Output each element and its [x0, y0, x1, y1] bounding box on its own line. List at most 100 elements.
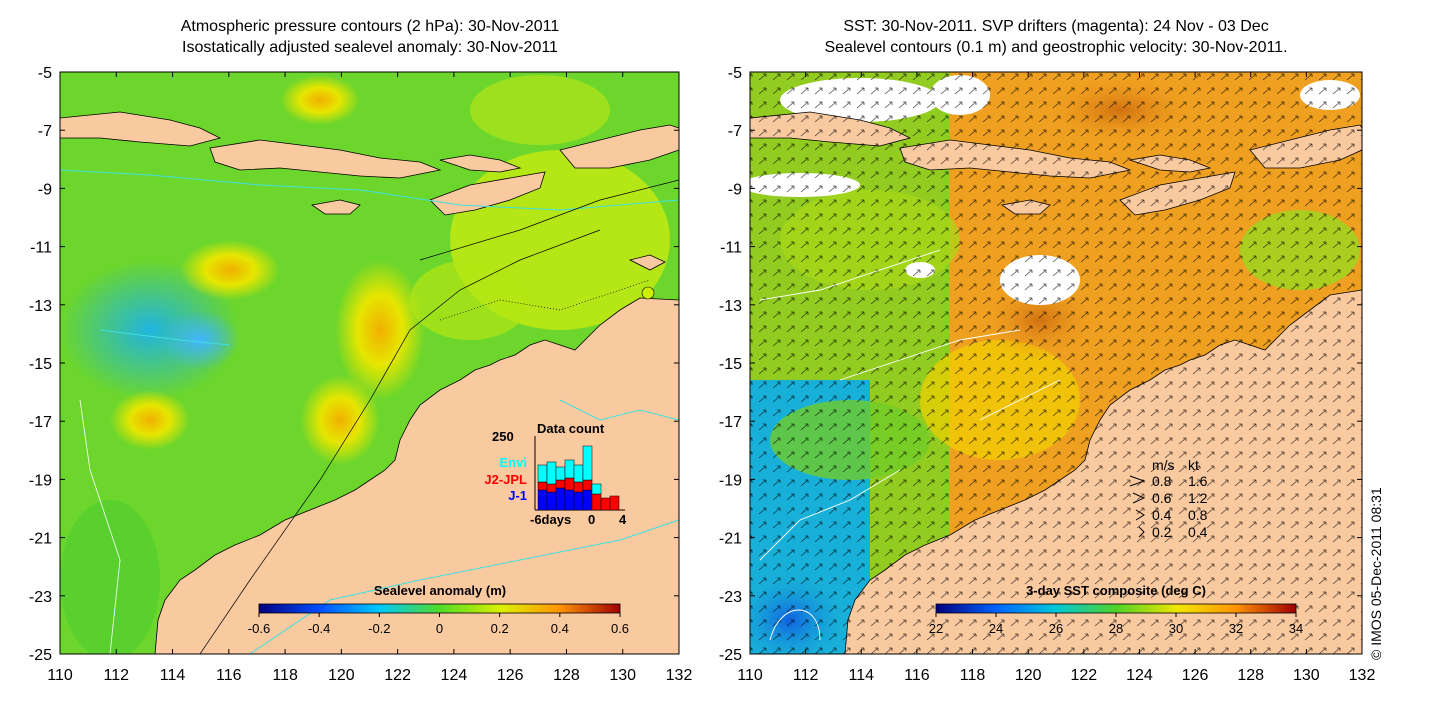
left-title-line2: Isostatically adjusted sealevel anomaly:…	[182, 39, 558, 56]
colorbar-tick-label: 0.4	[551, 621, 569, 636]
lon-tick-label: 116	[216, 667, 242, 684]
speed-arrow-icon	[1138, 526, 1145, 538]
legend-j2-jpl: J2-JPL	[484, 472, 527, 487]
lon-tick-label: 112	[793, 667, 819, 684]
lon-tick-label: 110	[47, 667, 73, 684]
left-title-line1: Atmospheric pressure contours (2 hPa): 3…	[180, 18, 560, 35]
lat-tick-label: -11	[720, 240, 742, 257]
speed-legend: m/s kt 0.8 1.60.6 1.20.4 0.80.2 0.4	[1129, 457, 1208, 540]
lat-tick-label: -9	[38, 181, 52, 198]
inset-x-tick-start: -6days	[530, 512, 571, 527]
right-map-title: SST: 30-Nov-2011. SVP drifters (magenta)…	[750, 16, 1362, 58]
lon-tick-label: 132	[1349, 667, 1376, 684]
lon-tick-label: 128	[1237, 667, 1264, 684]
lat-tick-label: -13	[719, 298, 742, 315]
sst-colorbar-label: 3-day SST composite (deg C)	[1026, 583, 1206, 598]
speed-arrow-icon	[1129, 475, 1146, 487]
lon-tick-label: 118	[272, 667, 298, 684]
lon-tick-label: 130	[609, 667, 636, 684]
lat-tick-label: -17	[719, 414, 742, 431]
lat-tick-label: -15	[29, 356, 52, 373]
lon-tick-label: 114	[160, 667, 186, 684]
colorbar-tick-label: 32	[1229, 621, 1243, 636]
sla-map-field	[60, 72, 679, 654]
colorbar-tick-label: 0	[436, 621, 443, 636]
lat-tick-label: -21	[29, 531, 52, 548]
speed-kt-value: 1.6	[1188, 473, 1208, 489]
sla-colorbar: Sealevel anomaly (m) -0.6 -0.4 -0.2 0 0.2 0.4…	[248, 583, 629, 636]
lat-tick-label: -25	[719, 647, 742, 664]
colorbar-tick-label: 0.2	[491, 621, 509, 636]
colorbar-tick-label: 24	[989, 621, 1003, 636]
inset-title: Data count	[537, 421, 605, 436]
colorbar-tick-label: 0.6	[611, 621, 629, 636]
lat-tick-label: -23	[719, 589, 742, 606]
lon-tick-label: 122	[384, 667, 411, 684]
lon-tick-label: 112	[104, 667, 130, 684]
colorbar-tick-label: -0.2	[368, 621, 390, 636]
speed-arrow-icon	[1135, 509, 1145, 521]
inset-x-tick-end: 4	[619, 512, 627, 527]
speed-kt-value: 1.2	[1188, 490, 1208, 506]
speed-ms-value: 0.4	[1152, 507, 1172, 523]
lat-tick-label: -19	[719, 472, 742, 489]
copyright-notice: © IMOS 05-Dec-2011 08:31	[1368, 487, 1384, 660]
speed-arrow-icon	[1132, 492, 1146, 504]
right-title-line1: SST: 30-Nov-2011. SVP drifters (magenta)…	[843, 18, 1269, 35]
legend-j1: J-1	[508, 488, 527, 503]
lon-tick-label: 110	[737, 667, 763, 684]
lon-tick-label: 132	[666, 667, 693, 684]
right-title-line2: Sealevel contours (0.1 m) and geostrophi…	[824, 39, 1288, 56]
lat-tick-label: -9	[728, 181, 742, 198]
speed-ms-value: 0.8	[1152, 473, 1172, 489]
lon-tick-label: 114	[849, 667, 875, 684]
colorbar-tick-label: 30	[1169, 621, 1183, 636]
inset-y-max: 250	[492, 429, 514, 444]
lon-tick-label: 116	[904, 667, 930, 684]
left-longitude-labels: 110 112 114 116 118 120 122 124 126 128 130 132	[47, 72, 692, 684]
legend-envi: Envi	[500, 455, 527, 470]
lon-tick-label: 120	[328, 667, 355, 684]
speed-kt-value: 0.8	[1188, 507, 1208, 523]
lat-tick-label: -13	[29, 298, 52, 315]
lat-tick-label: -19	[29, 472, 52, 489]
lat-tick-label: -7	[38, 123, 52, 140]
lat-tick-label: -7	[728, 123, 742, 140]
sst-colorbar: 3-day SST composite (deg C) 22 24 26 28 30 32…	[929, 583, 1303, 636]
lat-tick-label: -21	[719, 531, 742, 548]
speed-header-ms: m/s	[1152, 457, 1175, 473]
speed-ms-value: 0.2	[1152, 524, 1172, 540]
sst-map-field	[750, 72, 1362, 654]
lon-tick-label: 126	[1182, 667, 1209, 684]
speed-ms-value: 0.6	[1152, 490, 1172, 506]
colorbar-tick-label: 26	[1049, 621, 1063, 636]
speed-kt-value: 0.4	[1188, 524, 1208, 540]
colorbar-tick-label: -0.4	[308, 621, 330, 636]
lat-tick-label: -17	[29, 414, 52, 431]
right-longitude-labels: 110 112 114 116 118 120 122 124 126 128 130 132	[737, 72, 1375, 684]
lat-tick-label: -11	[30, 240, 52, 257]
lon-tick-label: 118	[960, 667, 986, 684]
left-latitude-labels: -5 -7 -9 -11 -13 -15 -17 -19 -21 -23 -25	[29, 65, 679, 664]
left-map-title: Atmospheric pressure contours (2 hPa): 3…	[60, 16, 680, 58]
lat-tick-label: -25	[29, 647, 52, 664]
lon-tick-label: 124	[441, 667, 468, 684]
colorbar-tick-label: 34	[1289, 621, 1303, 636]
colorbar-tick-label: 22	[929, 621, 943, 636]
lon-tick-label: 122	[1070, 667, 1097, 684]
speed-header-kt: kt	[1188, 457, 1199, 473]
right-latitude-labels: -5 -7 -9 -11 -13 -15 -17 -19 -21 -23 -25	[719, 65, 1362, 664]
lon-tick-label: 126	[497, 667, 524, 684]
lon-tick-label: 124	[1126, 667, 1153, 684]
lat-tick-label: -23	[29, 589, 52, 606]
lat-tick-label: -5	[38, 65, 52, 82]
inset-x-tick-zero: 0	[588, 512, 595, 527]
data-count-inset: Data count 250	[484, 421, 627, 527]
lat-tick-label: -5	[728, 65, 742, 82]
lat-tick-label: -15	[719, 356, 742, 373]
lon-tick-label: 120	[1015, 667, 1042, 684]
colorbar-tick-label: 28	[1109, 621, 1123, 636]
lon-tick-label: 128	[553, 667, 580, 684]
sla-colorbar-label: Sealevel anomaly (m)	[374, 583, 506, 598]
